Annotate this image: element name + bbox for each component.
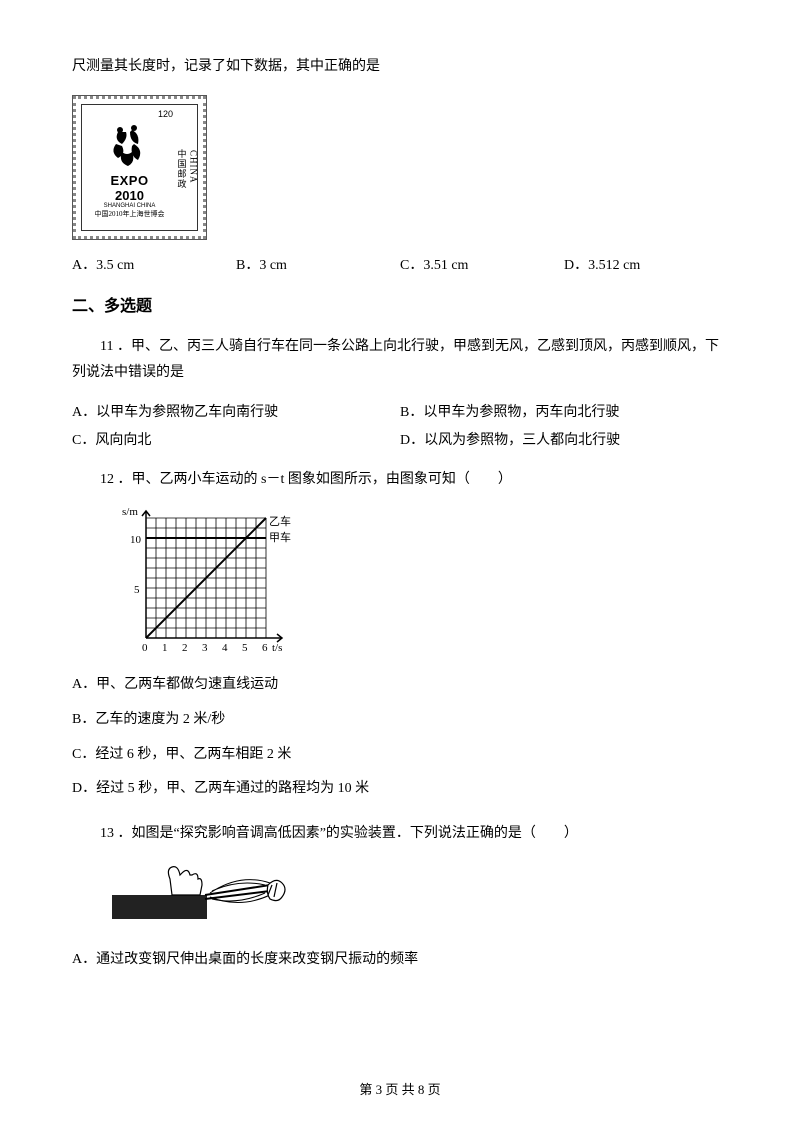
- q10-stem-tail: 尺测量其长度时，记录了如下数据，其中正确的是: [72, 54, 728, 81]
- stamp-side-en: CHINA: [189, 150, 199, 184]
- q12-chart: s/m t/s 10 5 0 1 2 3 4 5 6 乙车 甲车: [112, 503, 297, 658]
- chart-label-yi: 乙车: [269, 514, 291, 528]
- stamp-cn: 中国2010年上海世博会: [95, 209, 165, 219]
- q10-opt-a: A．3.5 cm: [72, 254, 236, 274]
- q10-opt-c: C．3.51 cm: [400, 254, 564, 274]
- stamp-expo-text: EXPO: [110, 173, 148, 188]
- chart-xtick-2: 2: [182, 642, 188, 654]
- q12-opt-d: D．经过 5 秒，甲、乙两车通过的路程均为 10 米: [72, 776, 728, 803]
- q10-opt-d: D．3.512 cm: [564, 254, 728, 274]
- chart-xtick-0: 0: [142, 642, 148, 654]
- stamp-image: 120 EXPO 2010 SHANGHA: [72, 95, 207, 240]
- chart-xtick-5: 5: [242, 642, 248, 654]
- q12-stem: 12 ．甲、乙两小车运动的 s－t 图象如图所示，由图象可知（ ）: [72, 467, 728, 494]
- q10-opt-b: B．3 cm: [236, 254, 400, 274]
- stamp-side-cn: 中国邮政: [176, 149, 189, 189]
- chart-xtick-6: 6: [262, 642, 268, 654]
- chart-xtick-3: 3: [202, 642, 208, 654]
- q13-figure: [110, 855, 290, 935]
- stamp-value: 120: [158, 109, 173, 119]
- page-footer: 第 3 页 共 8 页: [0, 1079, 800, 1098]
- q13-stem: 13 ．如图是“探究影响音调高低因素”的实验装置．下列说法正确的是（ ）: [72, 821, 728, 848]
- q12-opt-c: C．经过 6 秒，甲、乙两车相距 2 米: [72, 742, 728, 769]
- stamp-year: 2010: [115, 188, 144, 203]
- chart-xlabel: t/s: [272, 642, 282, 654]
- q11-opt-d: D．以风为参照物，三人都向北行驶: [400, 429, 728, 449]
- stamp-logo-icon: [100, 122, 160, 170]
- q11-row2: C．风向向北 D．以风为参照物，三人都向北行驶: [72, 429, 728, 449]
- q12-opt-b: B．乙车的速度为 2 米/秒: [72, 707, 728, 734]
- chart-label-jia: 甲车: [269, 530, 291, 544]
- q13-opt-a: A．通过改变钢尺伸出桌面的长度来改变钢尺振动的频率: [72, 947, 728, 974]
- chart-xtick-1: 1: [162, 642, 168, 654]
- chart-ytick-5: 5: [134, 584, 140, 596]
- q12-opt-a: A．甲、乙两车都做匀速直线运动: [72, 672, 728, 699]
- chart-xtick-4: 4: [222, 642, 228, 654]
- q10-options: A．3.5 cm B．3 cm C．3.51 cm D．3.512 cm: [72, 254, 728, 274]
- q11-opt-b: B．以甲车为参照物，丙车向北行驶: [400, 401, 728, 421]
- q11-row1: A．以甲车为参照物乙车向南行驶 B．以甲车为参照物，丙车向北行驶: [72, 401, 728, 421]
- chart-ylabel: s/m: [122, 506, 138, 518]
- section-2-heading: 二、多选题: [72, 292, 728, 316]
- q11-opt-c: C．风向向北: [72, 429, 400, 449]
- q11-opt-a: A．以甲车为参照物乙车向南行驶: [72, 401, 400, 421]
- chart-ytick-10: 10: [130, 534, 142, 546]
- q11-stem: 11 ．甲、乙、丙三人骑自行车在同一条公路上向北行驶，甲感到无风，乙感到顶风，丙…: [72, 334, 728, 387]
